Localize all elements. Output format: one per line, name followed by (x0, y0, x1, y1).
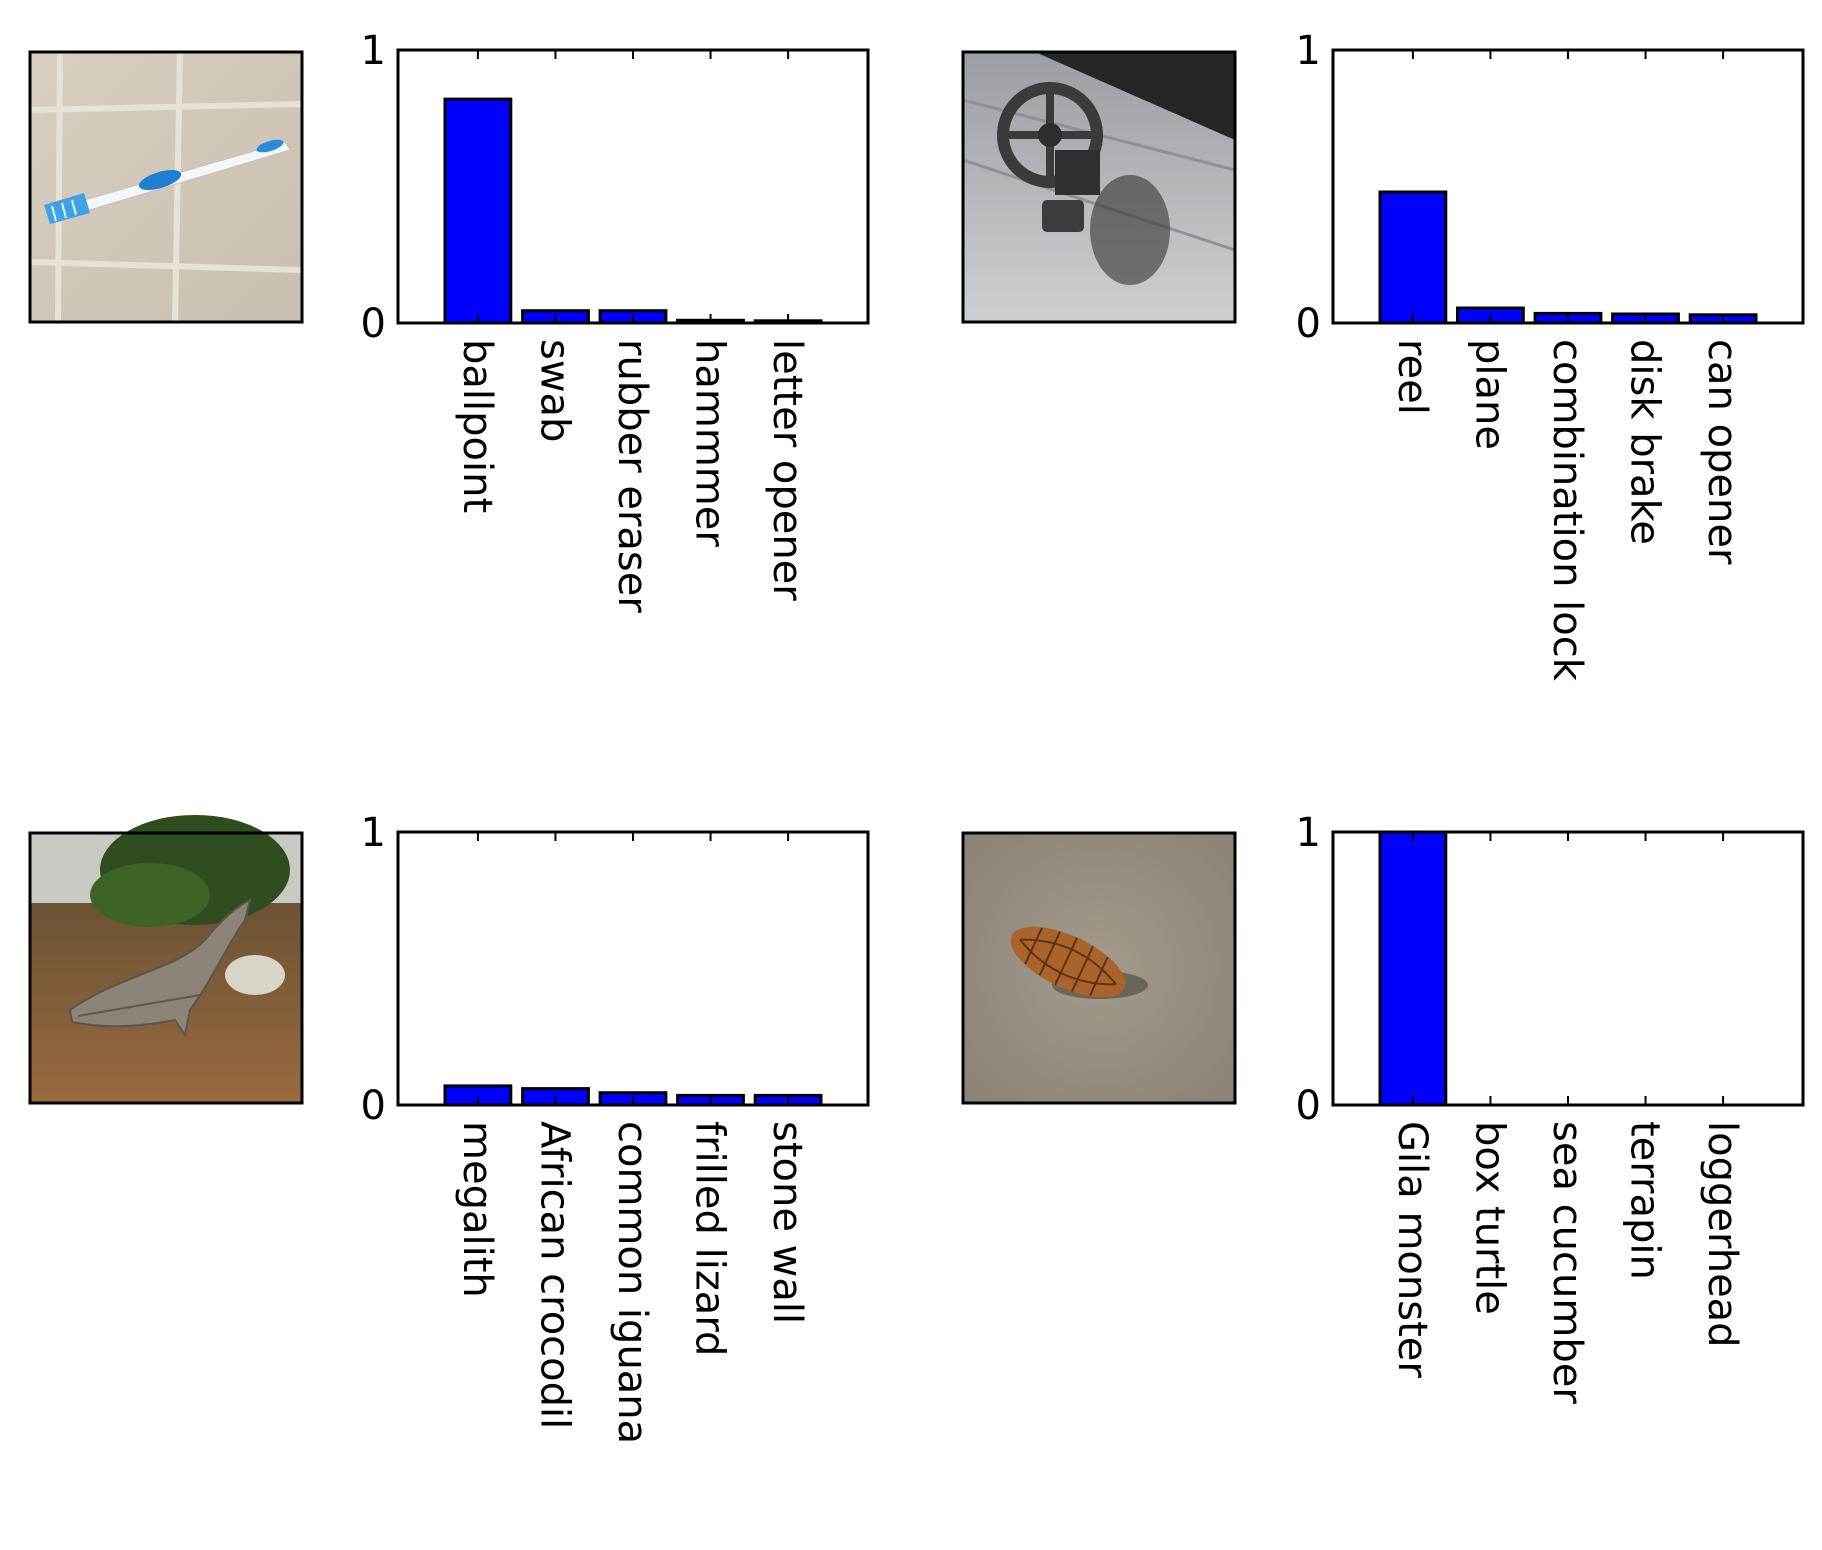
y-tick-label: 0 (1296, 301, 1321, 347)
category-label: loggerhead (1699, 1121, 1745, 1348)
photo-frame (961, 831, 1237, 1105)
bar-chart-1: ballpoint swab rubber eraser hammmer letter … (361, 28, 870, 613)
category-label: disk brake (1622, 339, 1668, 545)
chart-panels: ballpoint swab rubber eraser hammmer letter … (361, 28, 1805, 1444)
photo-frame (961, 50, 1237, 324)
category-label: African crocodil (531, 1121, 577, 1429)
category-label: can opener (1699, 339, 1745, 565)
bar-chart-4: Gila monster box turtle sea cucumber terrap… (1296, 810, 1805, 1404)
category-label: swab (531, 339, 577, 442)
driftwood-photo (30, 815, 302, 1103)
category-label: stone wall (764, 1121, 810, 1324)
bar-1 (1378, 190, 1448, 325)
bar-1 (443, 97, 513, 325)
category-label: plane (1466, 339, 1512, 450)
axes-frame (396, 48, 870, 325)
toothbrush-photo (29, 51, 303, 323)
y-tick-label: 1 (1296, 28, 1321, 74)
category-label: box turtle (1466, 1121, 1512, 1315)
category-label: frilled lizard (687, 1121, 733, 1356)
axes-frame (396, 830, 870, 1107)
axes-frame (1331, 830, 1805, 1107)
category-label: megalith (454, 1121, 500, 1298)
y-tick-label: 1 (361, 28, 386, 74)
bar-1 (1378, 830, 1448, 1107)
category-label: terrapin (1622, 1121, 1668, 1280)
category-label: Gila monster (1389, 1121, 1435, 1378)
category-label: hammmer (687, 339, 733, 547)
photo-frame (28, 831, 304, 1105)
category-label: letter opener (764, 339, 810, 601)
y-tick-label: 1 (1296, 810, 1321, 856)
y-tick-label: 0 (361, 301, 386, 347)
y-tick-label: 1 (361, 810, 386, 856)
category-label: sea cucumber (1544, 1121, 1590, 1404)
bar-chart-3: megalith African crocodil common iguana fri… (361, 810, 870, 1444)
y-tick-label: 0 (1296, 1083, 1321, 1129)
axes-frame (1331, 48, 1805, 325)
category-label: common iguana (609, 1121, 655, 1444)
category-label: rubber eraser (609, 339, 655, 613)
category-label: ballpoint (454, 339, 500, 513)
category-label: reel (1389, 339, 1435, 415)
category-label: combination lock (1544, 339, 1590, 682)
pinecone-photo (963, 833, 1235, 1103)
photo-frame (28, 50, 304, 324)
faucet-valve-photo (962, 52, 1236, 322)
bar-chart-2: reel plane combination lock disk brake can o… (1296, 28, 1805, 682)
y-tick-label: 0 (361, 1083, 386, 1129)
